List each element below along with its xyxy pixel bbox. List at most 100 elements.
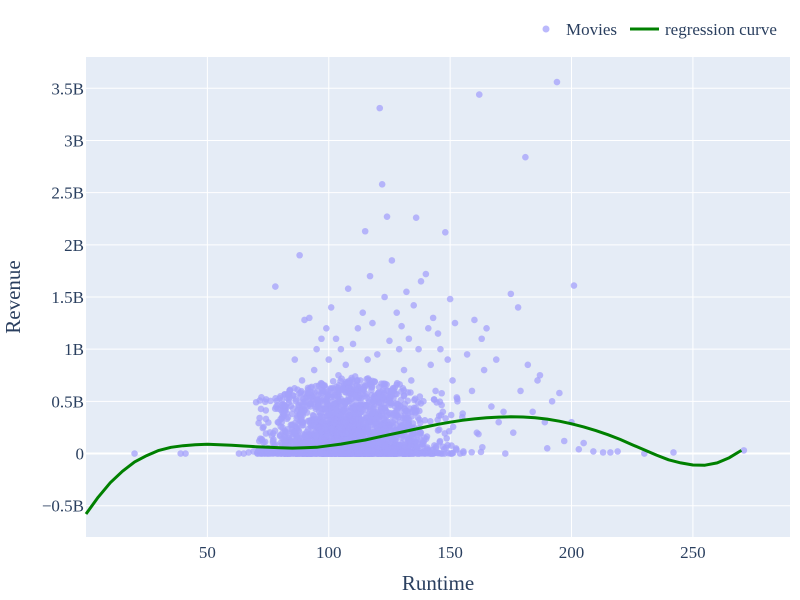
movie-point [131,450,138,457]
movie-point [529,408,536,416]
movie-point [437,345,444,353]
movie-point [543,445,551,452]
movie-point [468,448,475,456]
y-tick-label: 2.5B [51,184,84,203]
movie-point [409,420,417,427]
movie-point [369,377,376,385]
movie-point [365,418,372,426]
movie-point [322,406,330,413]
movie-point [460,449,467,457]
movie-point [483,325,490,332]
movie-point [416,407,423,415]
movie-point [412,214,420,221]
movie-point [298,414,305,422]
movie-point [318,335,325,343]
movie-point [312,431,320,439]
movie-point [292,395,300,403]
movie-point [480,366,488,374]
y-tick-label: 3.5B [51,79,84,98]
movie-point [314,396,322,404]
movie-point [338,399,345,406]
movie-point [356,422,363,429]
movie-point [359,309,367,316]
movie-point [271,427,279,435]
movie-point [278,401,286,409]
movie-point [300,407,308,415]
movie-point [272,403,280,411]
movie-point [415,345,422,353]
movie-point [397,434,405,442]
movie-point [297,449,304,457]
movie-point [258,394,265,401]
movie-point [475,430,482,438]
x-tick-label: 100 [316,543,342,562]
movie-point [328,436,335,443]
movie-point [410,406,417,414]
movie-point [434,449,442,457]
movie-point [384,424,392,431]
movie-point [341,450,348,457]
movie-point [406,438,414,445]
movie-point [272,394,279,402]
movie-point [298,377,306,384]
movie-point [268,432,276,440]
movie-point [361,227,369,235]
movie-point [407,377,415,384]
movie-point [363,450,371,457]
movie-point [285,448,293,456]
movie-point [410,302,418,309]
movie-point [363,394,371,402]
movie-point [417,429,425,437]
movie-point [391,443,399,450]
legend-movies-marker [542,25,550,33]
movie-point [280,409,288,417]
movie-point [382,442,389,450]
movie-point [349,340,357,348]
movie-point [492,356,500,363]
movie-point [268,449,276,457]
movie-point [326,411,333,418]
movie-point [291,449,298,457]
movie-point [590,448,597,455]
movie-point [447,450,454,457]
movie-point [374,351,381,358]
movie-point [422,270,430,278]
movie-point [447,411,455,419]
movie-point [451,319,459,327]
movie-point [541,418,549,426]
movie-point [434,330,442,337]
x-tick-label: 250 [680,543,706,562]
movie-point [452,445,460,452]
movie-point [301,398,309,406]
movie-point [267,397,274,405]
movie-point [416,393,424,400]
movie-point [534,377,541,384]
movie-point [342,399,350,406]
legend[interactable]: Movies regression curve [542,20,777,39]
movie-point [400,366,408,374]
movie-point [449,423,457,431]
movie-point [272,283,279,290]
movie-point [453,394,461,401]
x-tick-labels: 50 100 150 200 250 [199,543,706,562]
movie-point [177,450,184,457]
movie-point [336,427,344,435]
movie-point [444,356,452,363]
movie-point [375,383,383,391]
movie-point [380,415,388,423]
movie-point [351,404,359,411]
regression-curve-group [84,415,743,515]
movie-point [393,309,401,316]
movie-point [424,325,432,332]
movie-point [387,450,394,457]
movie-point [374,450,382,457]
movie-point [414,414,422,421]
movie-point [459,410,466,417]
movie-point [507,290,515,298]
movie-point [330,400,337,408]
movie-point [429,314,437,322]
movie-point [366,272,374,280]
movie-point [354,325,362,332]
movie-point [419,443,426,450]
movie-point [427,418,434,425]
